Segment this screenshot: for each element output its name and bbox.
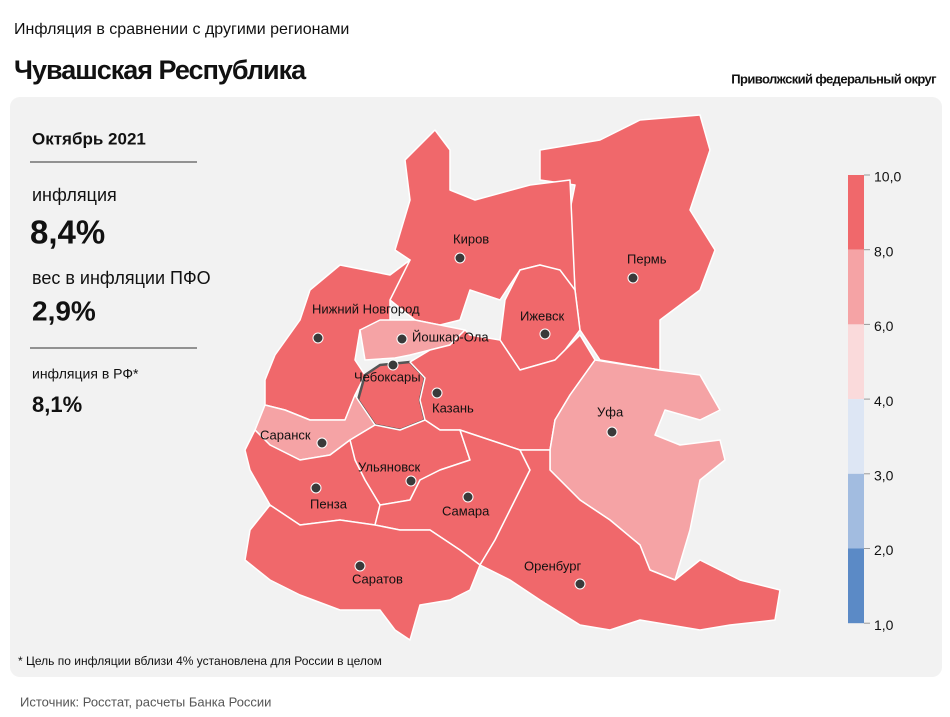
- city-dot: [312, 332, 324, 344]
- region: [244, 504, 481, 641]
- legend-label: 10,0: [874, 169, 901, 185]
- footnote: * Цель по инфляции вблизи 4% установлена…: [18, 654, 382, 668]
- legend-swatch: [848, 473, 864, 549]
- city-label: Киров: [453, 231, 489, 246]
- city-dot: [627, 272, 639, 284]
- city-dot: [539, 328, 551, 340]
- map: Пермь Киров Ижевск Нижний Новгород Йошкар-Ол…: [244, 114, 781, 641]
- city-label: Чебоксары: [354, 369, 421, 384]
- source: Источник: Росстат, расчеты Банка России: [20, 694, 271, 709]
- inflation-label: инфляция: [32, 185, 117, 205]
- legend-label: 8,0: [874, 243, 894, 259]
- city-label: Саранск: [260, 427, 311, 442]
- legend-swatch: [848, 399, 864, 474]
- city-label: Ульяновск: [358, 459, 420, 474]
- weight-value: 2,9%: [32, 295, 96, 326]
- city-dot: [606, 426, 618, 438]
- district: Приволжский федеральный округ: [731, 71, 937, 86]
- city-dot: [387, 359, 399, 371]
- legend-swatch: [848, 249, 864, 325]
- legend-label: 1,0: [874, 617, 894, 633]
- city-dot: [405, 475, 417, 487]
- city-label: Нижний Новгород: [312, 301, 420, 316]
- legend-label: 6,0: [874, 318, 894, 334]
- city-dot: [316, 437, 328, 449]
- city-label: Саратов: [352, 571, 403, 586]
- city-label: Уфа: [597, 404, 624, 419]
- city-dot: [310, 482, 322, 494]
- title: Чувашская Республика: [14, 55, 307, 85]
- city-dot: [354, 560, 366, 572]
- rf-label: инфляция в РФ*: [32, 366, 139, 382]
- legend-swatch: [848, 548, 864, 624]
- city-label: Ижевск: [520, 308, 565, 323]
- city-label: Самара: [442, 503, 490, 518]
- rf-value: 8,1%: [32, 392, 82, 417]
- city-label: Оренбург: [524, 558, 581, 573]
- city-label: Пенза: [310, 496, 348, 511]
- city-dot: [431, 387, 443, 399]
- city-label: Йошкар-Ола: [412, 329, 489, 344]
- legend-label: 4,0: [874, 393, 894, 409]
- region: [479, 449, 781, 631]
- city-dot: [462, 491, 474, 503]
- city-dot: [396, 333, 408, 345]
- legend-swatch: [848, 175, 864, 250]
- city-label: Пермь: [627, 251, 667, 266]
- legend: 10,0 8,0 6,0 4,0 3,0 2,0 1,0: [848, 169, 901, 633]
- weight-label: вес в инфляции ПФО: [32, 268, 211, 288]
- city-label: Казань: [432, 400, 474, 415]
- period: Октябрь 2021: [32, 129, 146, 148]
- legend-label: 2,0: [874, 542, 894, 558]
- inflation-value: 8,4%: [30, 214, 105, 251]
- legend-swatch: [848, 324, 864, 400]
- subtitle: Инфляция в сравнении с другими регионами: [14, 21, 349, 38]
- legend-label: 3,0: [874, 468, 894, 484]
- city-dot: [574, 578, 586, 590]
- city-dot: [454, 252, 466, 264]
